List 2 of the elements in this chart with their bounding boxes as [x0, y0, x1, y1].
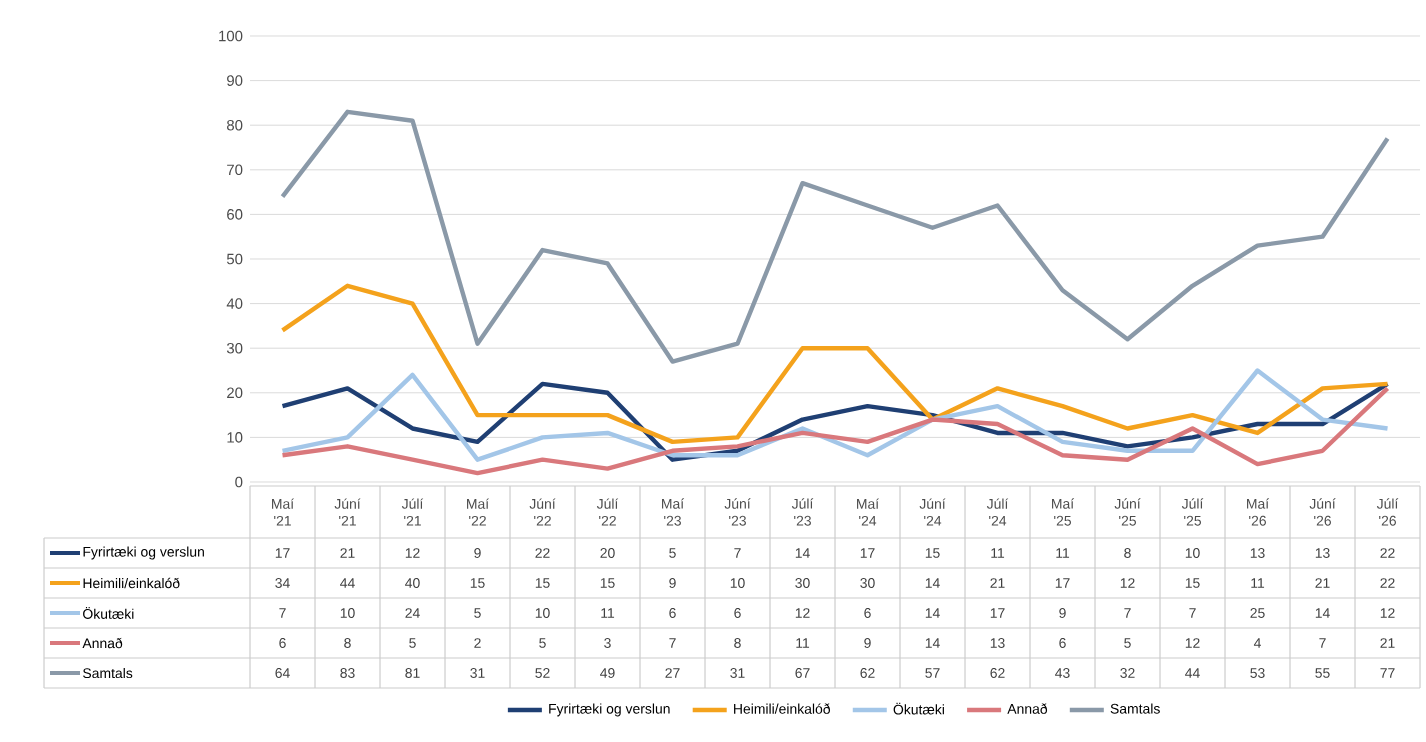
line-series [280, 109, 1390, 364]
line-series [280, 386, 1390, 476]
